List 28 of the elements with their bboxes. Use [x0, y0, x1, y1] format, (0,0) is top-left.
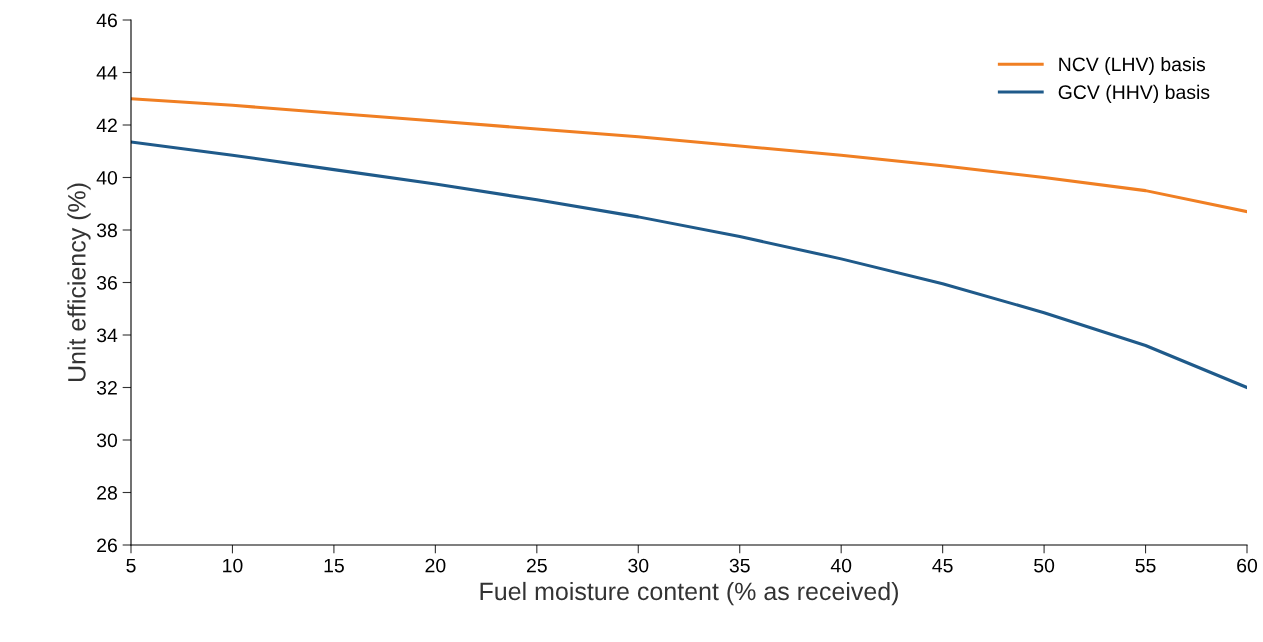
x-tick-label: 30	[628, 558, 649, 573]
x-tick-label: 55	[1135, 558, 1156, 573]
y-tick-label: 42	[96, 118, 117, 133]
x-axis-title: Fuel moisture content (% as received)	[480, 581, 898, 606]
y-tick-label: 38	[96, 223, 117, 238]
x-tick-label: 20	[425, 558, 446, 573]
x-tick-label: 60	[1237, 558, 1258, 573]
x-tick-label: 50	[1034, 558, 1055, 573]
y-axis-title: Unit efficiency (%)	[67, 183, 91, 382]
y-tick-label: 32	[96, 380, 117, 395]
y-tick-label: 30	[96, 433, 118, 448]
line-series	[131, 140, 1247, 390]
legend-label: NCV (LHV) basis	[1059, 56, 1206, 76]
y-tick-label: 46	[96, 13, 117, 28]
x-tick-label: 10	[223, 558, 243, 573]
y-tick-label: 28	[97, 485, 117, 500]
y-tick-label: 40	[96, 170, 118, 185]
x-tick-label: 45	[932, 558, 953, 573]
x-tick-label: 40	[830, 558, 852, 573]
x-tick-label: 25	[526, 558, 547, 573]
x-tick-label: 5	[126, 558, 136, 573]
y-tick-label: 44	[96, 66, 118, 80]
x-tick-label: 15	[324, 558, 344, 573]
y-tick-label: 26	[97, 538, 117, 553]
y-tick-label: 34	[96, 328, 118, 343]
x-tick-label: 35	[729, 558, 750, 573]
y-tick-label: 36	[96, 275, 117, 290]
legend-label: GCV (HHV) basis	[1058, 84, 1210, 103]
